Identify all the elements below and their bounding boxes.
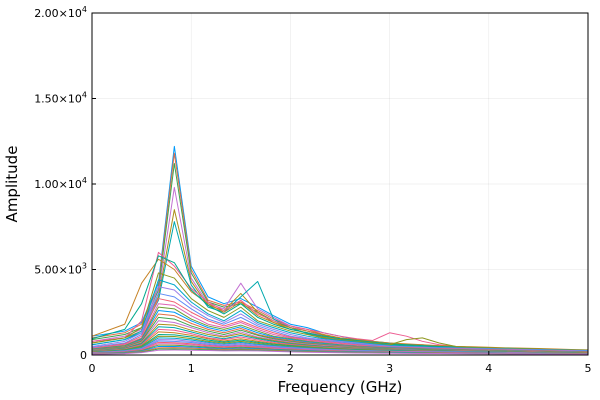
x-axis-ticks: 0 1 2 3 4 5 — [89, 351, 592, 375]
y-tick-label: 1.50×104 — [34, 91, 87, 106]
y-tick-label: 5.00×103 — [34, 262, 87, 277]
x-tick-label: 1 — [188, 362, 195, 375]
x-tick-label: 3 — [386, 362, 393, 375]
y-axis-label: Amplitude — [3, 146, 21, 223]
x-tick-label: 0 — [89, 362, 96, 375]
x-tick-label: 2 — [287, 362, 294, 375]
y-tick-label: 2.00×104 — [34, 5, 87, 20]
x-tick-label: 5 — [585, 362, 592, 375]
series-line — [91, 272, 589, 351]
y-axis-ticks: 0 5.00×103 1.00×104 1.50×104 2.00×104 — [34, 5, 96, 362]
series-lines — [91, 145, 589, 355]
y-tick-label: 0 — [80, 349, 87, 362]
x-tick-label: 4 — [485, 362, 492, 375]
x-axis-label: Frequency (GHz) — [278, 378, 403, 396]
y-tick-label: 1.00×104 — [34, 176, 87, 191]
series-line — [91, 349, 589, 355]
